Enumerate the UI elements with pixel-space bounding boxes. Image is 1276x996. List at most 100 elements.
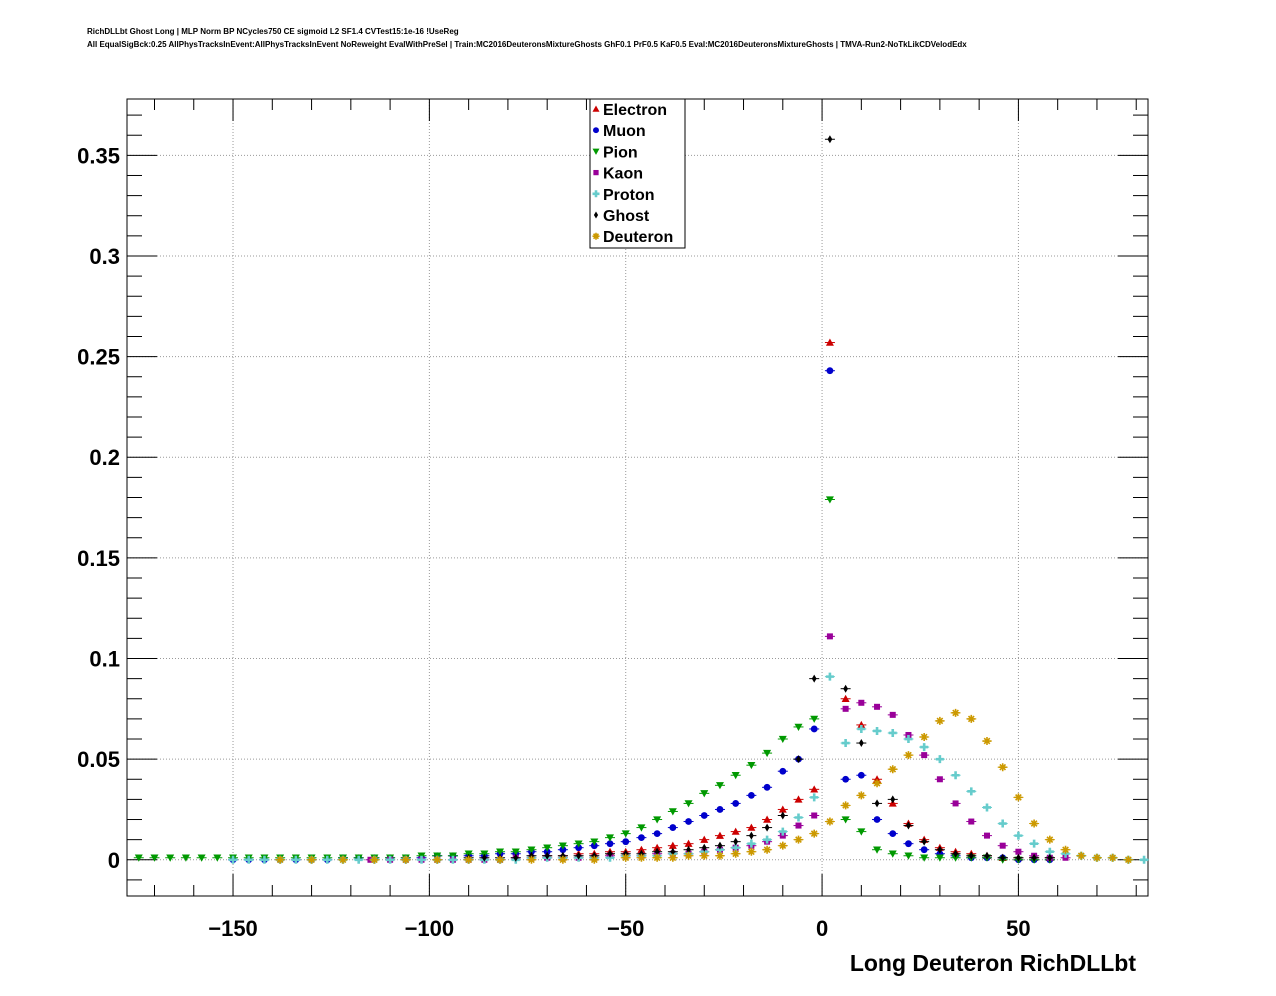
data-point-deuteron bbox=[747, 847, 756, 856]
data-point-pion bbox=[543, 844, 552, 852]
data-point-proton bbox=[825, 672, 834, 681]
data-point-deuteron bbox=[307, 855, 316, 864]
y-tick-label: 0.3 bbox=[89, 244, 120, 269]
data-point-proton bbox=[888, 728, 897, 737]
data-point-ghost bbox=[481, 853, 487, 862]
data-point-deuteron bbox=[496, 855, 505, 864]
data-point-muon bbox=[857, 771, 865, 779]
series-kaon bbox=[365, 633, 1071, 863]
data-point-deuteron bbox=[1124, 855, 1133, 864]
data-point-muon bbox=[685, 818, 692, 825]
data-point-electron bbox=[668, 841, 677, 849]
data-point-electron bbox=[684, 839, 693, 847]
data-point-electron bbox=[857, 720, 866, 729]
data-point-ghost bbox=[953, 849, 958, 858]
data-point-pion bbox=[873, 846, 882, 854]
data-point-pion bbox=[920, 854, 929, 862]
legend-label-pion: Pion bbox=[603, 144, 638, 161]
data-point-proton bbox=[1030, 839, 1039, 848]
data-point-muon bbox=[700, 812, 708, 819]
data-point-deuteron bbox=[857, 791, 866, 800]
data-point-pion bbox=[197, 854, 206, 862]
legend-marker-electron bbox=[592, 105, 600, 112]
data-point-proton bbox=[354, 855, 363, 864]
data-point-deuteron bbox=[778, 841, 787, 850]
x-axis-title: Long Deuteron RichDLLbt bbox=[850, 950, 1137, 976]
series-proton bbox=[228, 672, 1150, 864]
data-point-electron bbox=[747, 823, 756, 831]
data-point-proton bbox=[747, 839, 756, 848]
data-point-pion bbox=[150, 854, 159, 862]
legend: Electron Muon Pion Kaon Proton Ghost Deuteron bbox=[589, 98, 686, 249]
data-point-deuteron bbox=[904, 751, 913, 760]
data-point-muon bbox=[779, 767, 787, 775]
data-point-deuteron bbox=[621, 853, 630, 862]
data-point-deuteron bbox=[841, 801, 850, 810]
x-tick-label: 0 bbox=[816, 916, 828, 941]
data-point-muon bbox=[653, 830, 661, 838]
data-point-deuteron bbox=[464, 855, 473, 864]
data-point-pion bbox=[134, 854, 143, 862]
data-point-ghost bbox=[576, 851, 581, 860]
data-point-deuteron bbox=[888, 765, 897, 774]
data-point-muon bbox=[559, 846, 567, 854]
data-point-proton bbox=[291, 855, 300, 864]
data-point-pion bbox=[511, 848, 520, 856]
data-point-pion bbox=[810, 715, 819, 723]
data-point-pion bbox=[794, 723, 803, 731]
data-point-proton bbox=[323, 855, 332, 864]
data-point-deuteron bbox=[794, 835, 803, 844]
data-point-deuteron bbox=[715, 851, 724, 860]
data-point-pion bbox=[637, 824, 646, 832]
data-point-pion bbox=[590, 838, 599, 846]
data-point-electron bbox=[794, 795, 803, 803]
data-point-proton bbox=[841, 739, 850, 748]
data-point-pion bbox=[825, 496, 834, 504]
data-point-proton bbox=[982, 803, 991, 812]
data-point-deuteron bbox=[668, 853, 677, 862]
data-point-deuteron bbox=[825, 817, 834, 826]
chart-title-line-1: RichDLLbt Ghost Long | MLP Norm BP NCycl… bbox=[87, 27, 459, 36]
data-point-ghost bbox=[811, 674, 817, 683]
data-point-deuteron bbox=[935, 716, 944, 725]
data-point-muon bbox=[669, 824, 677, 831]
data-point-pion bbox=[166, 854, 175, 862]
data-point-muon bbox=[905, 840, 912, 848]
legend-marker-muon bbox=[593, 127, 599, 134]
data-point-ghost bbox=[1047, 853, 1053, 862]
data-point-pion bbox=[763, 749, 772, 758]
data-point-proton bbox=[260, 855, 269, 864]
data-point-deuteron bbox=[653, 853, 662, 862]
data-point-ghost bbox=[937, 845, 943, 854]
y-tick-label: 0 bbox=[108, 848, 120, 873]
data-point-kaon bbox=[779, 832, 786, 839]
data-point-muon bbox=[622, 838, 630, 846]
data-point-electron bbox=[778, 805, 787, 813]
data-point-muon bbox=[638, 834, 645, 842]
data-point-proton bbox=[763, 835, 772, 844]
y-tick-label: 0.2 bbox=[89, 445, 120, 470]
y-tick-label: 0.05 bbox=[77, 747, 120, 772]
data-point-deuteron bbox=[558, 855, 567, 864]
data-point-ghost bbox=[544, 851, 550, 860]
data-point-proton bbox=[794, 813, 803, 822]
data-point-pion bbox=[888, 850, 897, 858]
data-point-ghost bbox=[827, 135, 833, 144]
data-point-electron bbox=[825, 338, 834, 346]
data-point-deuteron bbox=[433, 855, 442, 864]
legend-label-electron: Electron bbox=[603, 102, 667, 119]
data-point-ghost bbox=[780, 811, 786, 820]
data-point-ghost bbox=[921, 837, 927, 846]
data-point-pion bbox=[731, 772, 740, 780]
data-point-ghost bbox=[717, 841, 723, 850]
data-point-pion bbox=[935, 854, 944, 862]
data-point-muon bbox=[590, 842, 598, 850]
data-point-kaon bbox=[1062, 854, 1069, 861]
data-point-deuteron bbox=[763, 845, 772, 854]
legend-marker-ghost bbox=[593, 211, 599, 219]
data-point-pion bbox=[951, 854, 960, 862]
legend-marker-deuteron bbox=[592, 232, 600, 240]
data-point-pion bbox=[653, 816, 662, 824]
data-point-pion bbox=[778, 735, 787, 744]
